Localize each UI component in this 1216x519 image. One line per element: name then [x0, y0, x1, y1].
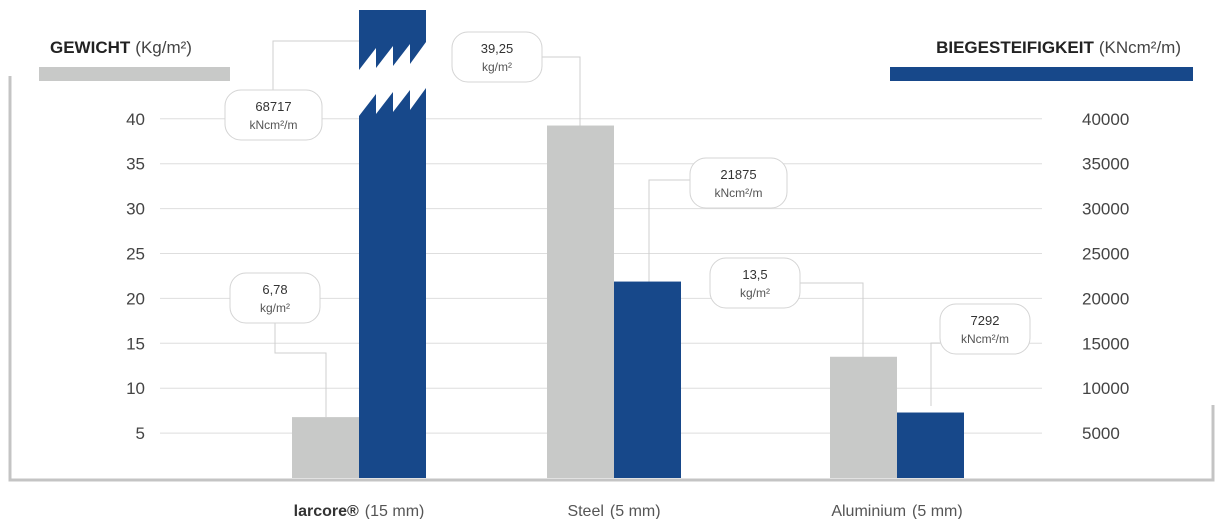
right-tick-label: 35000: [1082, 155, 1129, 174]
data-label-unit: kNcm²/m: [250, 118, 298, 132]
right-tick-label: 15000: [1082, 334, 1129, 353]
bar-weight: [830, 356, 897, 478]
data-label-value: 7292: [971, 313, 1000, 328]
right-axis-title-bold: BIEGESTEIFIGKEIT: [936, 38, 1094, 57]
data-label-callout: 7292 kNcm²/m: [939, 303, 1031, 355]
category-label: Steel (5 mm): [567, 503, 660, 519]
category-labels: larcore® (15 mm) Steel (5 mm) Aluminium (5 mm…: [294, 503, 963, 519]
data-label-unit: kg/m²: [482, 60, 512, 74]
left-axis-title: GEWICHT (Kg/m²): [50, 38, 192, 57]
callout-connector: [648, 179, 690, 284]
left-axis-title-unit: (Kg/m²): [135, 38, 192, 57]
bar-stiffness: [897, 412, 964, 478]
left-tick-label: 40: [126, 110, 145, 129]
right-tick-label: 40000: [1082, 110, 1129, 129]
bar-stiffness: [614, 281, 681, 478]
callout-connectors: [272, 10, 940, 418]
category-name: Aluminium: [831, 503, 906, 519]
right-axis-ticks: 5000 10000 15000 20000 25000 30000 35000 40000: [1082, 110, 1129, 443]
callout-box: [709, 257, 801, 309]
left-tick-label: 35: [126, 155, 145, 174]
callout-box: [229, 272, 321, 324]
left-tick-label: 30: [126, 200, 145, 219]
left-tick-label: 15: [126, 334, 145, 353]
callout-box: [939, 303, 1031, 355]
right-tick-label: 10000: [1082, 379, 1129, 398]
callout-connector: [542, 56, 581, 127]
data-label-value: 13,5: [742, 267, 767, 282]
left-axis-ticks: 5 10 15 20 25 30 35 40: [126, 110, 145, 443]
left-tick-label: 10: [126, 379, 145, 398]
category-label: Aluminium (5 mm): [831, 503, 962, 519]
right-tick-label: 30000: [1082, 200, 1129, 219]
category-name: Steel: [567, 503, 603, 519]
callout-connector: [274, 323, 327, 418]
data-label-unit: kg/m²: [740, 286, 770, 300]
right-axis-title-unit: (KNcm²/m): [1099, 38, 1181, 57]
data-label-callout: 21875 kNcm²/m: [689, 157, 788, 209]
callout-box: [451, 31, 543, 83]
callout-connector: [930, 342, 940, 406]
callouts: 6,78 kg/m² 68717 kNcm²/m 39,25 kg/m² 21875 kNcm…: [224, 31, 1031, 355]
category-spec: (5 mm): [610, 503, 661, 519]
data-label-callout: 13,5 kg/m²: [709, 257, 801, 309]
data-label-unit: kNcm²/m: [961, 332, 1009, 346]
left-axis-legend-bar: [39, 67, 230, 81]
right-tick-label: 25000: [1082, 245, 1129, 264]
left-tick-label: 20: [126, 289, 145, 308]
category-name: larcore®: [294, 503, 359, 519]
left-tick-label: 5: [136, 424, 145, 443]
right-tick-label: 5000: [1082, 424, 1120, 443]
right-tick-label: 20000: [1082, 289, 1129, 308]
category-label: larcore® (15 mm): [294, 503, 425, 519]
data-label-callout: 6,78 kg/m²: [229, 272, 321, 324]
data-label-value: 39,25: [481, 41, 514, 56]
data-label-value: 68717: [255, 99, 291, 114]
bar-weight: [547, 125, 614, 478]
bar-weight: [292, 417, 359, 478]
data-label-unit: kg/m²: [260, 301, 290, 315]
callout-connector: [800, 282, 864, 358]
data-label-callout: 68717 kNcm²/m: [224, 89, 323, 141]
data-label-unit: kNcm²/m: [715, 186, 763, 200]
data-label-callout: 39,25 kg/m²: [451, 31, 543, 83]
category-spec: (5 mm): [912, 503, 963, 519]
right-axis-title: BIEGESTEIFIGKEIT (KNcm²/m): [936, 38, 1181, 57]
axis-frame: [8, 76, 1215, 482]
left-axis-title-bold: GEWICHT: [50, 38, 131, 57]
axis-break-mark: [359, 42, 426, 116]
data-label-value: 21875: [720, 167, 756, 182]
right-axis-legend-bar: [890, 67, 1193, 81]
category-spec: (15 mm): [365, 503, 425, 519]
bars: [292, 10, 964, 478]
callout-box: [689, 157, 788, 209]
data-label-value: 6,78: [262, 282, 287, 297]
callout-box: [224, 89, 323, 141]
left-tick-label: 25: [126, 245, 145, 264]
